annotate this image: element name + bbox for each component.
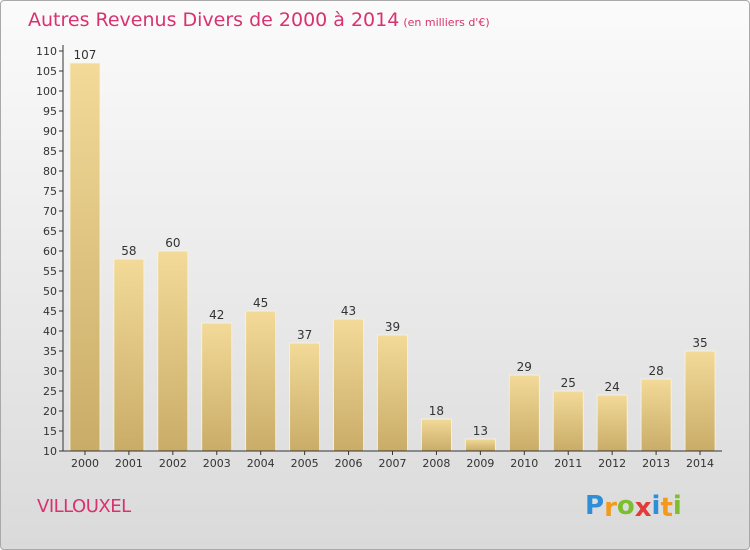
bar — [157, 250, 189, 452]
bar — [421, 418, 452, 452]
place-name: VILLOUXEL — [37, 496, 131, 517]
x-tick-label: 2005 — [291, 457, 319, 470]
chart-title: Autres Revenus Divers de 2000 à 2014 (en … — [28, 9, 490, 31]
bar — [464, 438, 496, 452]
y-tick-label: 15 — [43, 425, 57, 438]
bar — [684, 350, 716, 452]
y-tick-label: 65 — [43, 225, 57, 238]
data-label: 107 — [74, 48, 97, 62]
x-tick-label: 2010 — [510, 457, 538, 470]
x-tick-label: 2013 — [642, 457, 670, 470]
data-label: 35 — [692, 336, 707, 350]
y-tick-label: 40 — [43, 325, 57, 338]
data-label: 29 — [517, 360, 532, 374]
title-unit: (en milliers d'€) — [403, 16, 490, 29]
x-tick-label: 2012 — [598, 457, 626, 470]
x-tick-label: 2004 — [247, 457, 275, 470]
data-label: 13 — [473, 424, 488, 438]
x-tick-label: 2009 — [466, 457, 494, 470]
y-tick-label: 70 — [43, 205, 57, 218]
bar — [245, 310, 277, 452]
bar — [69, 62, 101, 452]
data-label: 60 — [165, 236, 180, 250]
logo-letter: r — [604, 493, 617, 523]
y-tick-label: 20 — [43, 405, 57, 418]
data-label: 45 — [253, 296, 268, 310]
data-label: 18 — [429, 404, 444, 418]
y-tick-label: 95 — [43, 105, 57, 118]
data-label: 42 — [209, 308, 224, 322]
bar — [640, 378, 672, 452]
y-tick-label: 100 — [36, 85, 57, 98]
y-tick-label: 75 — [43, 185, 57, 198]
y-tick-label: 90 — [43, 125, 57, 138]
y-tick-label: 85 — [43, 145, 57, 158]
bar — [508, 374, 540, 452]
y-tick-label: 105 — [36, 65, 57, 78]
logo-letter: t — [660, 493, 673, 523]
bar — [289, 342, 321, 452]
y-tick-label: 50 — [43, 285, 57, 298]
title-text: Autres Revenus Divers de 2000 à 2014 — [28, 9, 400, 31]
logo-letter: P — [585, 491, 605, 521]
y-tick-label: 45 — [43, 305, 57, 318]
bar — [333, 318, 364, 452]
y-tick-label: 80 — [43, 165, 57, 178]
data-label: 28 — [648, 364, 663, 378]
logo-letter: i — [672, 491, 682, 521]
x-tick-label: 2002 — [159, 457, 187, 470]
y-tick-label: 25 — [43, 385, 57, 398]
y-tick-label: 10 — [43, 445, 57, 458]
y-tick-label: 55 — [43, 265, 57, 278]
bar — [201, 322, 233, 452]
data-label: 58 — [121, 244, 136, 258]
x-tick-label: 2008 — [422, 457, 450, 470]
bar — [377, 334, 408, 452]
y-tick-label: 35 — [43, 345, 57, 358]
bar — [596, 394, 628, 452]
bar — [552, 390, 584, 452]
x-tick-label: 2007 — [379, 457, 407, 470]
data-label: 37 — [297, 328, 312, 342]
y-tick-label: 30 — [43, 365, 57, 378]
logo-letter: o — [616, 491, 635, 521]
y-tick-label: 110 — [36, 45, 57, 58]
data-label: 24 — [605, 380, 620, 394]
proxiti-logo: Proxiti — [585, 491, 682, 523]
x-tick-label: 2000 — [71, 457, 99, 470]
bars-group: 107 58 60 42 45 37 43 39 18 13 29 25 24 28 35 — [69, 48, 716, 452]
x-tick-label: 2011 — [554, 457, 582, 470]
axes-group: 2000 2001 2002 2003 2004 2005 2006 2007 2008 2009… — [36, 45, 722, 470]
bar — [113, 258, 145, 452]
data-label: 39 — [385, 320, 400, 334]
logo-letter: x — [634, 493, 652, 523]
x-tick-label: 2001 — [115, 457, 143, 470]
x-tick-label: 2006 — [335, 457, 363, 470]
x-tick-label: 2003 — [203, 457, 231, 470]
logo-letter: i — [651, 491, 661, 521]
x-tick-label: 2014 — [686, 457, 714, 470]
y-tick-label: 60 — [43, 245, 57, 258]
data-label: 43 — [341, 304, 356, 318]
data-label: 25 — [561, 376, 576, 390]
